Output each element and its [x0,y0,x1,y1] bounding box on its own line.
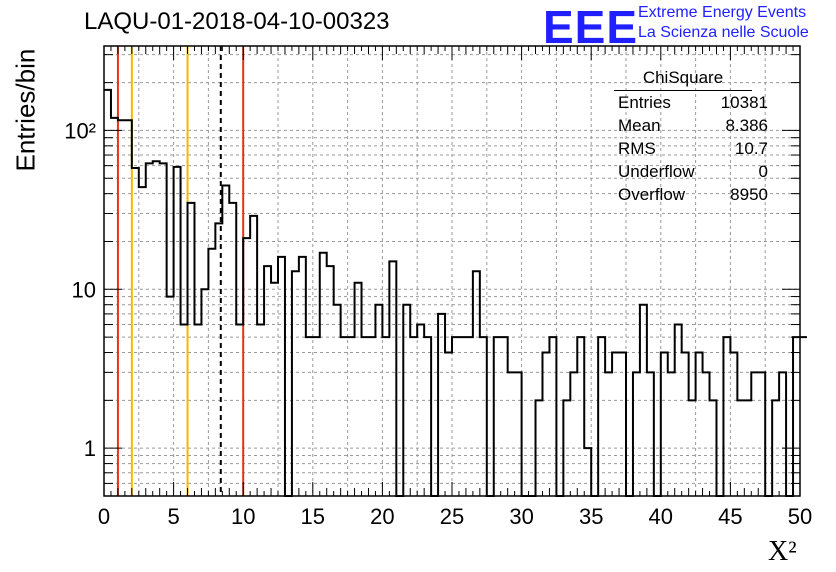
stats-label: RMS [618,139,656,158]
y-axis-label: Entries/bin [10,48,41,172]
x-tick-label: 5 [167,504,179,529]
stats-rows: Entries 10381 Mean 8.386 RMS 10.7 Underflow 0 Ov… [612,91,776,206]
x-tick-label: 15 [301,504,325,529]
x-tick-label: 50 [788,504,812,529]
y-tick-label: 1 [84,436,96,461]
stats-row: Underflow 0 [612,160,776,183]
stats-row: Entries 10381 [612,91,776,114]
logo-line-2: La Scienza nelle Scuole [638,24,809,41]
stats-value: 10.7 [734,139,768,158]
chart-title: LAQU-01-2018-04-10-00323 [84,8,390,35]
stats-value: 0 [758,162,768,181]
stats-row: Overflow 8950 [612,183,776,206]
x-axis: 0 5 10 15 20 25 30 35 40 45 50 [98,46,812,529]
stats-label: Underflow [618,162,695,181]
stats-label: Entries [618,93,671,112]
histogram-line [104,88,807,497]
x-tick-label: 25 [440,504,464,529]
logo-line-1: Extreme Energy Events [638,4,807,21]
x-tick-label: 45 [718,504,742,529]
stats-title: ChiSquare [614,68,752,91]
x-tick-label: 10 [231,504,255,529]
x-tick-label: 30 [509,504,533,529]
x-axis-label: X² [768,536,797,567]
y-tick-label: 10² [64,118,96,143]
x-tick-label: 40 [649,504,673,529]
stats-value: 10381 [720,93,768,112]
y-axis: 1 10 10² [64,54,800,497]
stats-box: ChiSquare Entries 10381 Mean 8.386 RMS 10.7 Un… [612,68,776,206]
stats-row: RMS 10.7 [612,137,776,160]
stats-value: 8.386 [725,116,768,135]
stats-value: 8950 [730,185,768,204]
y-tick-label: 10 [72,277,96,302]
eee-logo: EEE [543,1,639,53]
x-tick-label: 35 [579,504,603,529]
stats-label: Overflow [618,185,686,204]
x-tick-label: 20 [370,504,394,529]
x-tick-label: 0 [98,504,110,529]
stats-label: Mean [618,116,661,135]
stats-row: Mean 8.386 [612,114,776,137]
